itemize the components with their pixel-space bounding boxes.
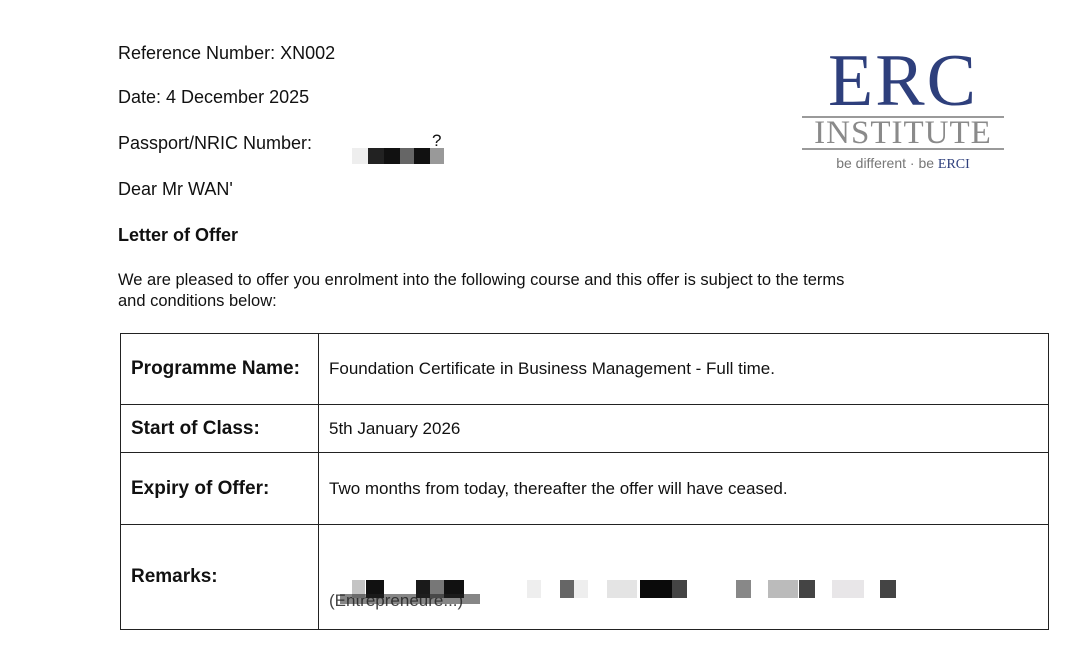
row-label: Expiry of Offer: — [120, 452, 319, 525]
table-row: Remarks: (Entrepreneure...) — [120, 524, 1049, 630]
passport-suffix: ? — [432, 131, 442, 150]
logo-main: ERC — [828, 40, 978, 122]
letter-title: Letter of Offer — [118, 225, 239, 245]
intro-line-1: We are pleased to offer you enrolment in… — [118, 271, 845, 289]
row-label: Remarks: — [120, 524, 319, 630]
passport-redaction — [352, 148, 444, 164]
row-value: Foundation Certificate in Business Manag… — [318, 333, 1049, 405]
row-value: Two months from today, thereafter the of… — [318, 452, 1049, 525]
row-label: Programme Name: — [120, 333, 319, 405]
tagline-brand: ERCI — [937, 157, 970, 172]
logo-sub: INSTITUTE — [802, 116, 1004, 150]
offer-table: Programme Name: Foundation Certificate i… — [120, 333, 1049, 630]
intro-line-2: and conditions below: — [118, 292, 277, 310]
passport-label: Passport/NRIC Number: — [118, 133, 313, 153]
erc-institute-logo: ERC INSTITUTE be different · be ERCI — [800, 40, 1006, 173]
reference-number: Reference Number: XN002 — [118, 43, 336, 63]
greeting: Dear Mr WAN' — [118, 179, 233, 199]
table-row: Programme Name: Foundation Certificate i… — [120, 333, 1049, 405]
tagline-text: be different · be — [836, 155, 935, 171]
row-value: 5th January 2026 — [318, 404, 1049, 453]
remarks-cell: (Entrepreneure...) — [318, 524, 1049, 630]
logo-tagline: be different · be ERCI — [800, 155, 1006, 173]
table-row: Expiry of Offer: Two months from today, … — [120, 452, 1049, 525]
letter-date: Date: 4 December 2025 — [118, 87, 310, 107]
row-label: Start of Class: — [120, 404, 319, 453]
table-row: Start of Class: 5th January 2026 — [120, 404, 1049, 453]
